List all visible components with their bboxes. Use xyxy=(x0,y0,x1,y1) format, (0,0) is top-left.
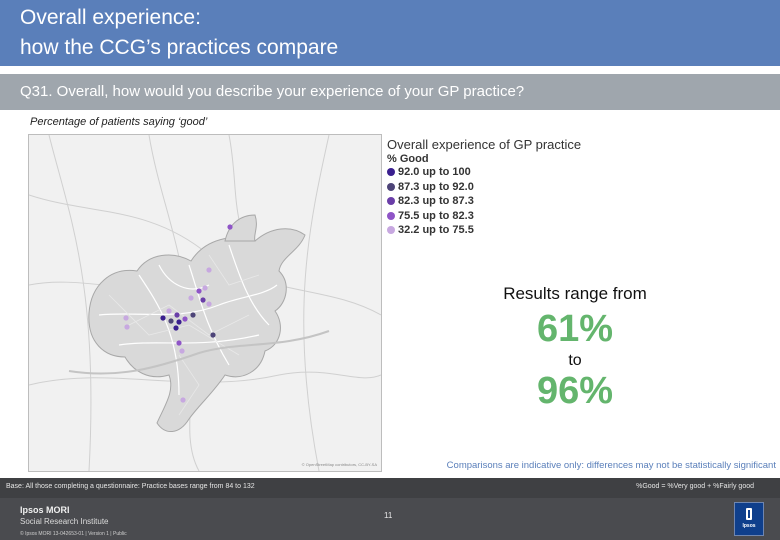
practice-marker xyxy=(196,288,202,294)
legend-swatch-icon xyxy=(387,226,395,235)
question-text: Q31. Overall, how would you describe you… xyxy=(20,83,525,100)
practice-marker xyxy=(174,312,180,318)
practice-marker xyxy=(168,318,174,324)
map-subtitle: Percentage of patients saying ‘good’ xyxy=(30,116,208,128)
practice-marker xyxy=(190,312,196,318)
logo-mark-icon xyxy=(746,508,752,520)
practice-marker xyxy=(166,308,172,314)
range-intro-text: Results range from xyxy=(503,284,647,303)
legend-item: 32.2 up to 75.5 xyxy=(387,223,627,238)
legend-label: 82.3 up to 87.3 xyxy=(398,195,474,208)
practice-marker xyxy=(200,297,206,303)
legend-item: 92.0 up to 100 xyxy=(387,165,627,180)
practice-markers xyxy=(123,224,233,403)
page-title-line-2: how the CCG’s practices compare xyxy=(20,36,339,59)
legend-label: 92.0 up to 100 xyxy=(398,166,471,179)
practice-marker xyxy=(206,301,212,307)
comparison-note: Comparisons are indicative only: differe… xyxy=(446,460,776,471)
practice-marker xyxy=(202,285,208,291)
footer: Ipsos MORI Social Research Institute © I… xyxy=(0,498,780,540)
legend-swatch-icon xyxy=(387,211,395,220)
legend-subtitle: % Good xyxy=(387,153,429,165)
page-title-line-1: Overall experience: xyxy=(20,6,201,29)
practice-marker xyxy=(160,315,166,321)
practice-marker xyxy=(227,224,233,230)
legend-label: 32.2 up to 75.5 xyxy=(398,224,474,237)
brand-unit: Social Research Institute xyxy=(20,517,109,526)
legend-label: 87.3 up to 92.0 xyxy=(398,180,474,193)
practice-marker xyxy=(124,324,130,330)
range-max-value: 96% xyxy=(536,370,614,412)
legend-swatch-icon xyxy=(387,182,395,191)
good-definition: %Good = %Very good + %Fairly good xyxy=(636,483,754,490)
question-banner: Q31. Overall, how would you describe you… xyxy=(0,74,780,110)
map-graphic xyxy=(29,135,381,471)
practice-marker xyxy=(210,332,216,338)
legend-swatch-icon xyxy=(387,197,395,206)
map-legend: Overall experience of GP practice % Good… xyxy=(387,137,627,238)
practice-marker xyxy=(123,315,129,321)
legend-swatch-icon xyxy=(387,168,395,177)
legend-item: 75.5 up to 82.3 xyxy=(387,209,627,224)
practice-marker xyxy=(180,397,186,403)
practice-marker xyxy=(206,267,212,273)
title-banner: Overall experience: how the CCG’s practi… xyxy=(0,0,780,66)
base-bar: Base: All those completing a questionnai… xyxy=(0,478,780,498)
practice-marker xyxy=(173,325,179,331)
practice-marker xyxy=(188,295,194,301)
legend-item: 87.3 up to 92.0 xyxy=(387,180,627,195)
brand-name: Ipsos MORI xyxy=(20,505,70,515)
legend-label: 75.5 up to 82.3 xyxy=(398,209,474,222)
practice-marker xyxy=(176,340,182,346)
base-text: Base: All those completing a questionnai… xyxy=(6,483,255,490)
footer-copyright: © Ipsos MORI 13-042653-01 | Version 1 | … xyxy=(20,531,127,537)
range-to-text: to xyxy=(568,352,582,369)
page-number: 11 xyxy=(384,511,393,520)
river xyxy=(68,330,330,375)
logo-text: Ipsos xyxy=(742,523,756,529)
legend-item: 82.3 up to 87.3 xyxy=(387,194,627,209)
map-credit: © OpenStreetMap contributors, CC-BY-SA xyxy=(301,462,377,467)
practice-marker xyxy=(176,319,182,325)
ipsos-logo: Ipsos xyxy=(734,502,764,536)
legend-title: Overall experience of GP practice xyxy=(387,137,582,152)
range-min-value: 61% xyxy=(536,308,614,350)
practice-map: © OpenStreetMap contributors, CC-BY-SA xyxy=(28,134,382,472)
practice-marker xyxy=(179,348,185,354)
practice-marker xyxy=(182,316,188,322)
ccg-minor-streets xyxy=(108,254,260,416)
